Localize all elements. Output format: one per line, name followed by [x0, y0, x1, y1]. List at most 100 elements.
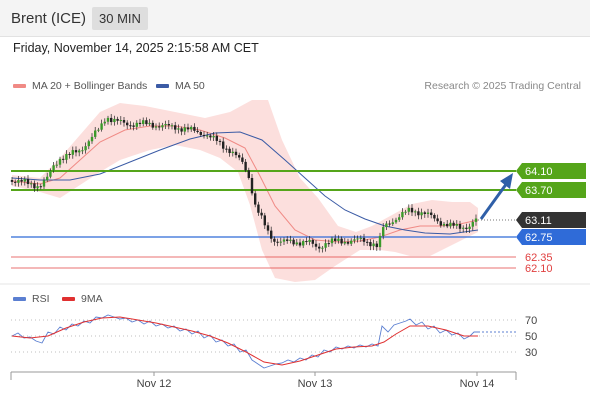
legend-bollinger: MA 20 + Bollinger Bands — [13, 80, 147, 92]
candle-body — [30, 183, 33, 185]
ma20-line — [11, 125, 479, 243]
candle-body — [206, 135, 209, 137]
candle-body — [244, 161, 247, 171]
candle-body — [58, 158, 62, 165]
candle-body — [423, 212, 426, 214]
candle-body — [167, 124, 170, 126]
candle-body — [119, 120, 122, 122]
candle-body — [84, 146, 87, 151]
candle-body — [10, 180, 14, 182]
legend-rsi: RSI — [13, 293, 50, 305]
candle-body — [324, 243, 327, 248]
candle-body — [42, 180, 46, 187]
candle-body — [426, 212, 430, 214]
candle-body — [151, 122, 154, 128]
candle-body — [55, 164, 58, 166]
rsi-label-30: 30 — [525, 347, 537, 359]
chart-datetime: Friday, November 14, 2025 2:15:58 AM CET — [13, 41, 259, 55]
candle-body — [401, 211, 404, 218]
candle-body — [116, 118, 119, 121]
candle-body — [135, 122, 138, 127]
price-tag-64-10: 64.10 — [516, 163, 586, 179]
candle-body — [414, 211, 417, 213]
candle-body — [305, 241, 308, 243]
candle-body — [350, 240, 353, 244]
candle-body — [298, 242, 302, 246]
candle-body — [154, 126, 158, 128]
candle-body — [327, 243, 330, 245]
candle-body — [71, 150, 74, 155]
candle-body — [209, 135, 212, 138]
candle-body — [439, 221, 442, 226]
legend-9ma-label: 9MA — [81, 293, 103, 305]
candle-body — [343, 241, 346, 244]
bollinger-swatch-icon — [13, 84, 26, 89]
candle-body — [36, 186, 39, 189]
price-label-62-10: 62.10 — [525, 263, 553, 275]
candle-body — [260, 212, 263, 216]
timeframe-badge[interactable]: 30 MIN — [92, 7, 148, 30]
candle-body — [145, 120, 148, 125]
candle-body — [366, 241, 369, 243]
legend-bollinger-label: MA 20 + Bollinger Bands — [32, 80, 148, 92]
candle-body — [148, 122, 151, 125]
candle-body — [250, 177, 254, 194]
candle-body — [362, 237, 366, 242]
candle-body — [142, 120, 145, 124]
candle-body — [106, 117, 110, 122]
candle-body — [410, 207, 414, 213]
candle-body — [375, 243, 378, 248]
candle-body — [74, 150, 78, 153]
candle-body — [417, 211, 420, 216]
candle-body — [103, 121, 106, 124]
candle-body — [356, 238, 359, 240]
candle-body — [465, 227, 468, 229]
candle-body — [385, 223, 388, 228]
candle-body — [52, 165, 55, 171]
svg-text:62.75: 62.75 — [525, 232, 553, 244]
candle-body — [394, 219, 398, 223]
candle-body — [289, 239, 292, 241]
price-label-62-35: 62.35 — [525, 252, 553, 264]
candle-body — [314, 243, 318, 247]
candle-body — [65, 154, 68, 160]
candle-body — [292, 239, 295, 245]
candle-body — [68, 154, 71, 156]
legend-rsi-label: RSI — [32, 293, 50, 305]
candle-body — [468, 226, 471, 229]
candle-body — [359, 237, 362, 239]
candle-body — [62, 158, 65, 160]
candle-body — [279, 241, 282, 243]
svg-text:63.70: 63.70 — [525, 185, 553, 197]
price-tag-63-11: 63.11 — [516, 212, 586, 228]
copyright: Research © 2025 Trading Central — [424, 80, 581, 92]
candle-body — [174, 125, 177, 130]
candle-body — [286, 239, 289, 241]
candle-body — [17, 180, 20, 183]
candle-body — [446, 223, 449, 227]
candle-body — [212, 135, 215, 138]
candle-body — [164, 124, 167, 126]
candle-body — [14, 181, 17, 183]
candle-body — [190, 126, 193, 130]
rsi-label-70: 70 — [525, 315, 537, 327]
x-label-nov-14: Nov 14 — [460, 378, 495, 390]
candle-body — [474, 218, 478, 222]
candle-body — [202, 134, 206, 137]
candle-body — [39, 186, 42, 188]
candle-body — [321, 247, 324, 249]
candle-body — [391, 222, 394, 225]
instrument-title: Brent (ICE) — [11, 10, 87, 27]
candle-body — [388, 223, 391, 225]
candle-body — [302, 241, 305, 246]
candle-body — [254, 193, 257, 205]
candle-body — [170, 125, 174, 127]
candle-body — [455, 224, 458, 226]
rsi-label-50: 50 — [525, 331, 537, 343]
candle-body — [199, 131, 202, 135]
candle-body — [369, 242, 372, 247]
candlestick-series — [10, 114, 478, 253]
legend-9ma: 9MA — [62, 293, 103, 305]
rsi-9ma-line — [11, 316, 478, 366]
